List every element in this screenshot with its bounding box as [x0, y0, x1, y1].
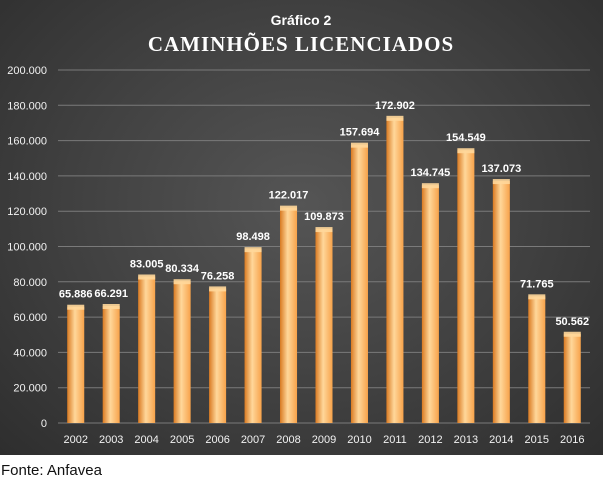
- data-label: 109.873: [304, 211, 344, 223]
- y-tick-label: 180.000: [7, 100, 47, 112]
- bar-2007: [244, 247, 262, 423]
- y-tick-label: 60.000: [13, 312, 47, 324]
- data-label: 157.694: [340, 127, 381, 139]
- x-tick-label: 2004: [134, 434, 158, 446]
- y-tick-label: 160.000: [7, 136, 47, 148]
- data-label: 122.017: [269, 190, 309, 202]
- x-tick-label: 2012: [418, 434, 442, 446]
- data-label: 50.562: [555, 316, 589, 328]
- y-tick-label: 40.000: [13, 347, 47, 359]
- bar-2013: [457, 148, 475, 423]
- data-label: 65.886: [59, 289, 93, 301]
- bar-2005: [173, 279, 191, 423]
- y-tick-label: 0: [41, 418, 47, 430]
- x-tick-label: 2015: [525, 434, 549, 446]
- chart-subtitle: Gráfico 2: [271, 12, 332, 28]
- y-tick-label: 20.000: [13, 383, 47, 395]
- x-tick-label: 2013: [454, 434, 478, 446]
- bar-2016: [563, 331, 581, 423]
- bar-2004: [138, 274, 156, 423]
- data-label: 137.073: [481, 163, 521, 175]
- x-tick-label: 2010: [347, 434, 371, 446]
- y-tick-label: 200.000: [7, 65, 47, 77]
- bar-2002: [67, 304, 85, 423]
- bars: [67, 115, 581, 423]
- x-tick-label: 2011: [383, 434, 407, 446]
- data-label: 76.258: [201, 270, 235, 282]
- data-label: 154.549: [446, 132, 486, 144]
- x-tick-label: 2003: [99, 434, 123, 446]
- x-tick-label: 2007: [241, 434, 265, 446]
- y-tick-label: 80.000: [13, 277, 47, 289]
- y-tick-label: 100.000: [7, 242, 47, 254]
- y-tick-label: 140.000: [7, 171, 47, 183]
- x-tick-label: 2002: [63, 434, 87, 446]
- bar-2008: [280, 205, 298, 423]
- bar-2012: [421, 183, 439, 423]
- data-label: 71.765: [520, 278, 554, 290]
- bar-2010: [350, 142, 368, 423]
- bar-2003: [102, 303, 120, 423]
- x-tick-label: 2008: [276, 434, 300, 446]
- data-label: 172.902: [375, 100, 415, 112]
- x-tick-label: 2005: [170, 434, 194, 446]
- chart-title: CAMINHÕES LICENCIADOS: [148, 32, 454, 56]
- bar-2006: [209, 286, 227, 423]
- data-label: 134.745: [411, 167, 451, 179]
- x-tick-label: 2014: [489, 434, 513, 446]
- data-label: 80.334: [165, 263, 200, 275]
- y-tick-label: 120.000: [7, 206, 47, 218]
- chart-panel: Gráfico 2 CAMINHÕES LICENCIADOS 0 20.000 4…: [0, 0, 603, 455]
- bar-2015: [528, 294, 546, 423]
- bar-chart: Gráfico 2 CAMINHÕES LICENCIADOS 0 20.000 4…: [7, 12, 590, 446]
- x-axis-ticks: 2002 2003 2004 2005 2006 2007 2008 2009 2010 2011…: [63, 434, 584, 446]
- bar-2014: [492, 179, 510, 423]
- y-axis-ticks: 0 20.000 40.000 60.000 80.000 100.000 120.000 1…: [7, 65, 47, 430]
- data-label: 66.291: [94, 288, 128, 300]
- data-label: 98.498: [236, 231, 270, 243]
- bar-2009: [315, 227, 333, 423]
- x-tick-label: 2006: [205, 434, 229, 446]
- data-label: 83.005: [130, 258, 164, 270]
- source-note: Fonte: Anfavea: [1, 462, 102, 479]
- x-tick-label: 2009: [312, 434, 336, 446]
- x-tick-label: 2016: [560, 434, 584, 446]
- bar-2011: [386, 115, 404, 423]
